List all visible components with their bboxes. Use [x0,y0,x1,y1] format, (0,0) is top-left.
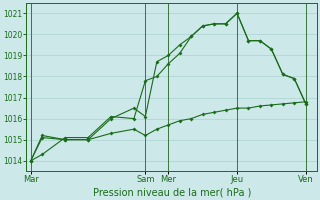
X-axis label: Pression niveau de la mer( hPa ): Pression niveau de la mer( hPa ) [92,187,251,197]
